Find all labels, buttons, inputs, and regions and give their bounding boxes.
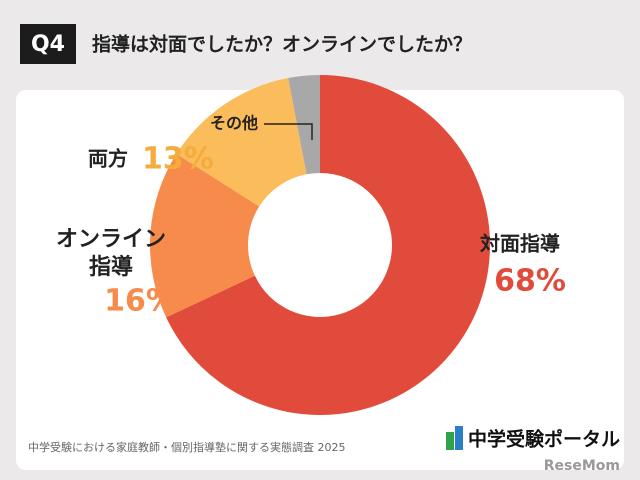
title: 指導は対面でしたか？オンラインでしたか？ <box>92 33 472 56</box>
value-label: 68% <box>494 264 566 299</box>
badge-box <box>20 24 76 64</box>
category-label: オンライン指導 <box>55 227 166 280</box>
category-label: 対面指導 <box>479 232 560 256</box>
watermark: ReseMom <box>544 458 620 474</box>
logo-icon <box>455 426 463 450</box>
category-label: 両方 <box>88 147 128 171</box>
badge: Q4 <box>31 32 65 57</box>
slice <box>166 75 491 415</box>
value-label: 13% <box>142 142 214 177</box>
slice <box>176 78 307 207</box>
source: 中学受験における家庭教師・個別指導塾に関する実態調査 2025 <box>28 440 346 454</box>
logo: 中学受験ポータル <box>468 428 620 451</box>
logo-icon <box>446 432 454 450</box>
leader-line <box>264 123 313 140</box>
category-label: その他 <box>210 114 258 133</box>
value-label: 16% <box>104 284 176 319</box>
slice <box>150 153 260 318</box>
